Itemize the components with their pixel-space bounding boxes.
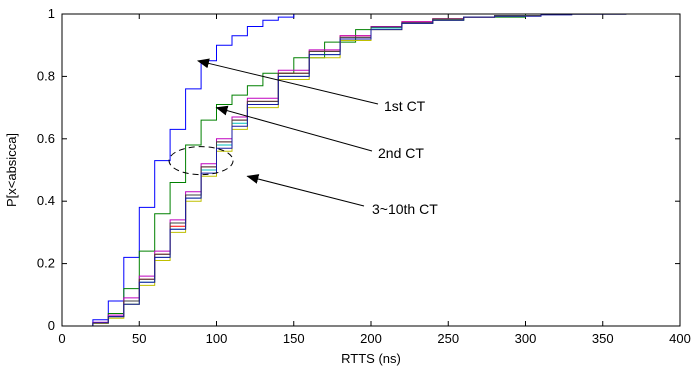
series-line-8 (62, 13, 627, 327)
x-axis-label: RTTS (ns) (341, 351, 401, 366)
annotation-arrow (196, 58, 379, 105)
x-tick-label: 400 (669, 331, 691, 346)
x-tick-label: 150 (283, 331, 305, 346)
series-lines (62, 13, 627, 327)
annotation-arrow (246, 174, 365, 207)
annotation-label: 2nd CT (378, 145, 424, 161)
x-axis-ticks: 0 50 100 150 200 250 300 350 400 (58, 14, 691, 346)
x-tick-label: 350 (592, 331, 614, 346)
series-line-5 (62, 13, 572, 327)
x-tick-label: 50 (132, 331, 146, 346)
y-axis-ticks: 0 0.2 0.4 0.6 0.8 1 (37, 6, 680, 333)
series-line-6 (62, 13, 572, 327)
y-tick-label: 0 (48, 318, 55, 333)
annotation-label: 3~10th CT (372, 201, 438, 217)
series-line-3 (62, 13, 572, 327)
series-line-1 (62, 13, 310, 327)
x-tick-label: 0 (58, 331, 65, 346)
plot-frame (61, 13, 681, 327)
x-tick-label: 100 (206, 331, 228, 346)
annotations: 1st CT 2nd CT 3~10th CT (168, 58, 438, 217)
series-line-4 (62, 13, 572, 327)
y-tick-label: 1 (48, 6, 55, 21)
y-tick-label: 0.8 (37, 68, 55, 83)
x-tick-label: 250 (437, 331, 459, 346)
x-tick-label: 200 (360, 331, 382, 346)
y-tick-label: 0.6 (37, 131, 55, 146)
annotation-ellipse (168, 146, 234, 176)
annotation-arrow (215, 105, 373, 152)
y-tick-label: 0.2 (37, 256, 55, 271)
y-tick-label: 0.4 (37, 193, 55, 208)
y-axis-label: P[x<absicca] (4, 133, 19, 207)
annotation-label: 1st CT (384, 98, 426, 114)
x-tick-label: 300 (515, 331, 537, 346)
series-line-7 (62, 13, 572, 327)
